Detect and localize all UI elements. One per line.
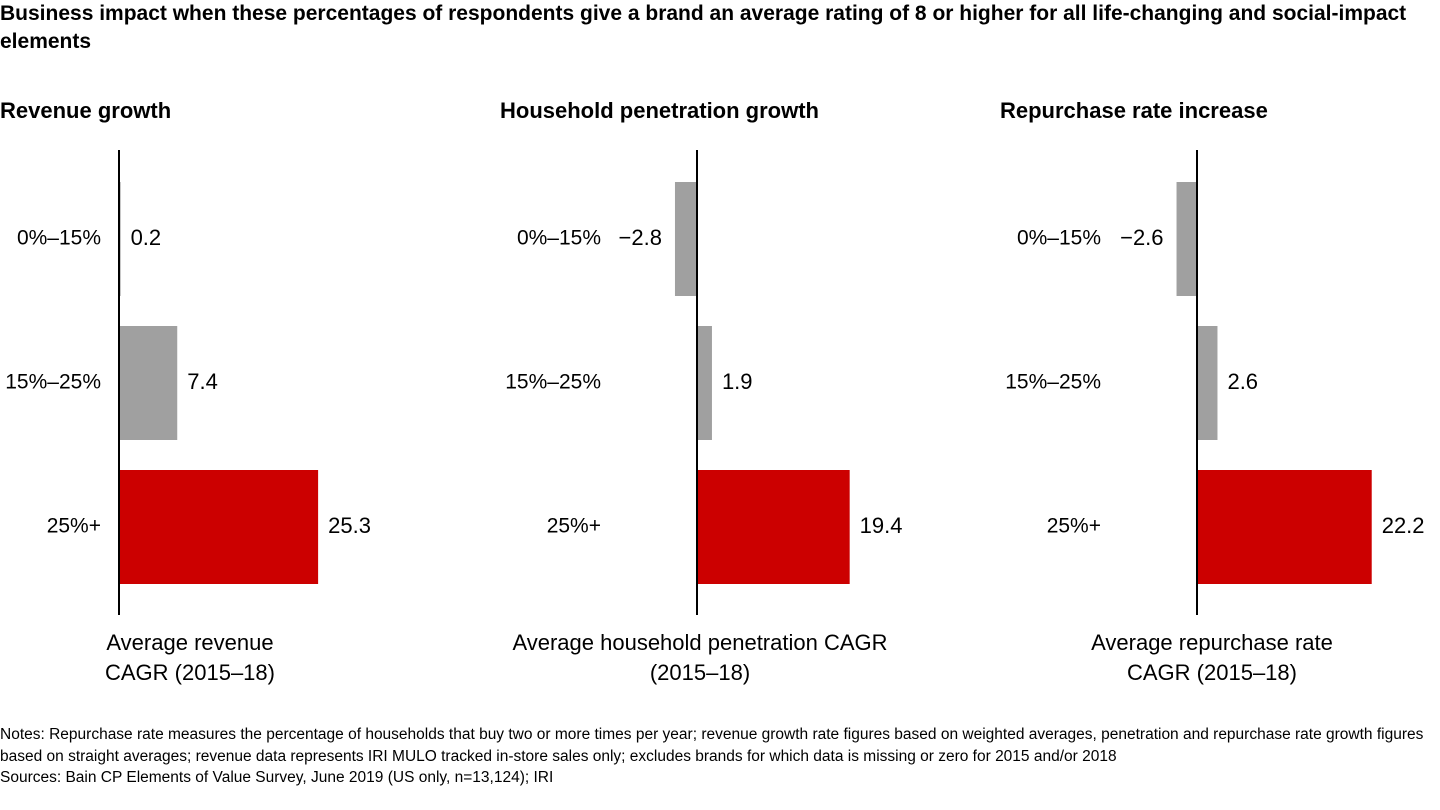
category-label: 15%–25% xyxy=(505,371,601,394)
category-label: 0%–15% xyxy=(1017,227,1101,250)
panel-title: Revenue growth xyxy=(0,98,171,123)
value-label: −2.6 xyxy=(1120,225,1163,250)
category-label: 25%+ xyxy=(1047,515,1101,538)
category-label: 15%–25% xyxy=(1005,371,1101,394)
bar xyxy=(1197,326,1218,440)
bar xyxy=(119,326,178,440)
category-label: 25%+ xyxy=(47,515,101,538)
value-label: 22.2 xyxy=(1382,513,1425,538)
sources: Sources: Bain CP Elements of Value Surve… xyxy=(0,769,554,786)
axis-label: Average revenue CAGR (2015–18) xyxy=(105,630,275,685)
value-label: −2.8 xyxy=(619,225,662,250)
bar xyxy=(697,326,712,440)
category-label: 0%–15% xyxy=(517,227,601,250)
axis-label: Average repurchase rate CAGR (2015–18) xyxy=(1091,630,1333,685)
category-label: 25%+ xyxy=(547,515,601,538)
footer: Notes: Repurchase rate measures the perc… xyxy=(0,724,1430,789)
axis-label: Average household penetration CAGR (2015… xyxy=(512,630,888,685)
value-label: 19.4 xyxy=(860,513,903,538)
value-label: 0.2 xyxy=(131,225,162,250)
value-label: 25.3 xyxy=(328,513,371,538)
chart-title: Business impact when these percentages o… xyxy=(0,2,1407,53)
value-label: 1.9 xyxy=(722,369,753,394)
value-label: 2.6 xyxy=(1227,369,1258,394)
category-label: 0%–15% xyxy=(17,227,101,250)
bar xyxy=(674,182,697,296)
bar xyxy=(1197,470,1372,584)
notes: Notes: Repurchase rate measures the perc… xyxy=(0,726,1424,765)
panel-title: Household penetration growth xyxy=(500,98,819,123)
bar xyxy=(1176,182,1197,296)
value-label: 7.4 xyxy=(187,369,218,394)
bar xyxy=(697,470,850,584)
category-label: 15%–25% xyxy=(5,371,101,394)
panel-title: Repurchase rate increase xyxy=(1000,98,1268,123)
bar xyxy=(119,470,319,584)
